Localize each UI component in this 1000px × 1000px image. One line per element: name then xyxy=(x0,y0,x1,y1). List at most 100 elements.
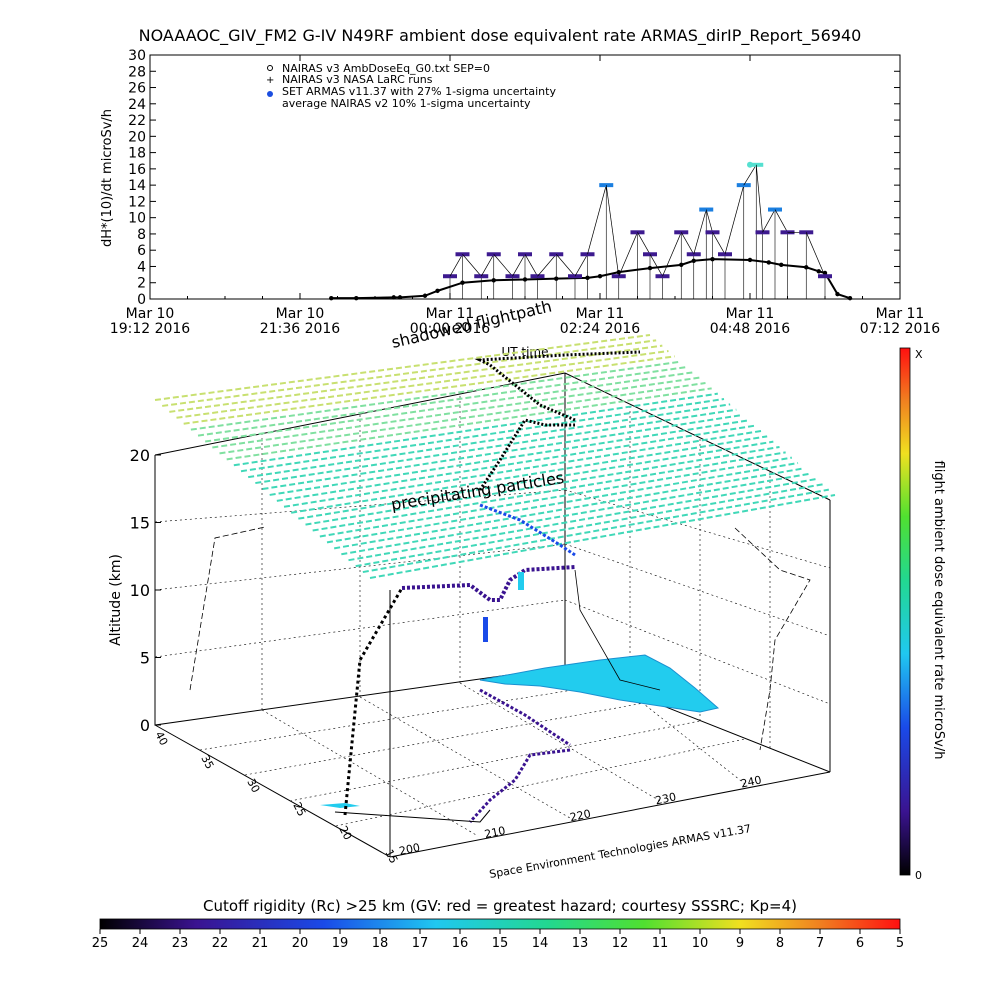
top-xtick-label-date: Mar 11 xyxy=(726,306,775,322)
armas-connector xyxy=(524,254,538,277)
top-xtick-label-time: 00:00 2016 xyxy=(410,321,491,337)
armas-connector xyxy=(774,209,788,233)
rc-tick-label: 17 xyxy=(412,936,429,951)
alt-tick-label: 20 xyxy=(130,446,150,465)
lon-tick-label: 200 xyxy=(398,841,421,858)
lon-tick-label: 240 xyxy=(739,773,762,790)
precip-grid-row xyxy=(355,483,823,568)
rc-tick-label: 24 xyxy=(132,936,149,951)
precip-grid-row xyxy=(326,462,799,544)
armas-connector xyxy=(755,164,763,233)
top-ytick-label: 26 xyxy=(128,81,146,97)
legend-entry-2: SET ARMAS v11.37 with 27% 1-sigma uncert… xyxy=(282,85,556,98)
armas-connector xyxy=(743,164,757,186)
armas-connector xyxy=(649,254,663,277)
shadow-path-left xyxy=(189,526,266,691)
precip-grid-row xyxy=(205,371,694,443)
top-xtick-label-date: Mar 10 xyxy=(126,306,175,322)
armas-connector xyxy=(618,232,638,277)
flightpath-segment xyxy=(334,809,491,823)
top-xtick-label-date: Mar 11 xyxy=(576,306,625,322)
precip-grid-row xyxy=(233,392,718,467)
precip-grid-row xyxy=(240,398,725,473)
alt-tick-label: 15 xyxy=(130,514,150,533)
nairas-point xyxy=(835,291,840,297)
nairas-point xyxy=(747,257,753,263)
precip-grid-row xyxy=(298,440,774,520)
flightpath-segment xyxy=(479,503,576,557)
top-chart: dH*(10)/dt microSv/h 0246810121416182022… xyxy=(100,48,940,359)
top-xtick-label-date: Mar 10 xyxy=(276,306,325,322)
lon-tick-label: 230 xyxy=(654,790,677,807)
precip-grid-row xyxy=(341,472,811,556)
rc-tick-label: 10 xyxy=(692,936,709,951)
flightpath-marker xyxy=(483,617,488,642)
top-ytick-label: 24 xyxy=(128,97,146,113)
shadow-path-right xyxy=(734,527,811,751)
lon-tick-label: 220 xyxy=(569,807,592,824)
top-xtick-label-date: Mar 11 xyxy=(426,306,475,322)
alt-tick-label: 5 xyxy=(140,649,150,668)
nairas-point xyxy=(329,295,334,301)
rc-region-fill xyxy=(479,654,720,713)
rc-tick-label: 7 xyxy=(816,936,824,951)
nairas-point xyxy=(847,295,853,301)
nairas-series-line xyxy=(331,258,851,300)
top-chart-legend: NAIRAS v3 AmbDoseEq_G0.txt SEP=0 + NAIRA… xyxy=(266,62,556,110)
top-ytick-label: 14 xyxy=(128,178,146,194)
shadow-path-center xyxy=(574,569,661,691)
precip-grid-row xyxy=(162,339,657,407)
legend-entry-1: NAIRAS v3 NASA LaRC runs xyxy=(282,73,433,86)
top-ytick-label: 2 xyxy=(137,276,146,292)
precip-grid-row xyxy=(305,446,780,526)
armas-connector xyxy=(574,254,588,277)
top-xtick-label-time: 02:24 2016 xyxy=(560,321,641,337)
rc-tick-label: 12 xyxy=(612,936,629,951)
rc-tick-label: 25 xyxy=(92,936,109,951)
precip-grid-row xyxy=(312,451,786,532)
rc-tick-label: 15 xyxy=(492,936,509,951)
lat-axis xyxy=(154,724,391,858)
flightpath-segment xyxy=(343,587,404,816)
precip-grid-row xyxy=(369,494,836,579)
nairas-point xyxy=(391,295,396,300)
top-xtick-label-time: 19:12 2016 xyxy=(110,321,191,337)
rc-tick-label: 9 xyxy=(736,936,744,951)
armas-connector xyxy=(662,232,682,277)
rc-colorbar-title: Cutoff rigidity (Rc) >25 km (GV: red = g… xyxy=(203,897,797,915)
nairas-point xyxy=(816,269,821,274)
flightpath-segment xyxy=(468,748,571,824)
rc-tick-label: 14 xyxy=(532,936,549,951)
rc-tick-label: 5 xyxy=(896,936,904,951)
armas-connector xyxy=(512,254,526,277)
lat-ticks: 15 20 25 30 35 40 xyxy=(152,729,400,865)
top-ytick-label: 30 xyxy=(128,48,146,64)
precip-grid-row xyxy=(176,350,669,419)
armas-connector xyxy=(724,185,745,255)
rc-tick-label: 11 xyxy=(652,936,669,951)
flightpath-3d xyxy=(334,350,641,824)
lon-axis xyxy=(389,771,831,858)
legend-marker-plus: + xyxy=(266,75,274,86)
lat-tick-label: 25 xyxy=(290,800,308,818)
precip-grid-row xyxy=(183,355,675,425)
armas-connector xyxy=(462,254,482,277)
top-ytick-label: 8 xyxy=(137,227,146,243)
rc-tick-label: 22 xyxy=(212,936,229,951)
armas-connector xyxy=(762,209,776,233)
nairas-point xyxy=(597,274,603,279)
legend-marker-dot xyxy=(267,91,273,97)
flightpath-segment xyxy=(479,688,571,747)
top-ytick-label: 12 xyxy=(128,194,146,210)
nairas-point xyxy=(435,288,440,294)
armas-connector xyxy=(537,254,557,277)
alt-tick-label: 10 xyxy=(130,581,150,600)
armas-connector xyxy=(705,209,713,233)
top-xtick-label-time: 07:12 2016 xyxy=(860,321,941,337)
precip-grid-row xyxy=(169,344,663,413)
precip-grid-row xyxy=(362,488,830,574)
top-ytick-label: 6 xyxy=(137,243,146,259)
precip-grid-row xyxy=(348,478,817,562)
